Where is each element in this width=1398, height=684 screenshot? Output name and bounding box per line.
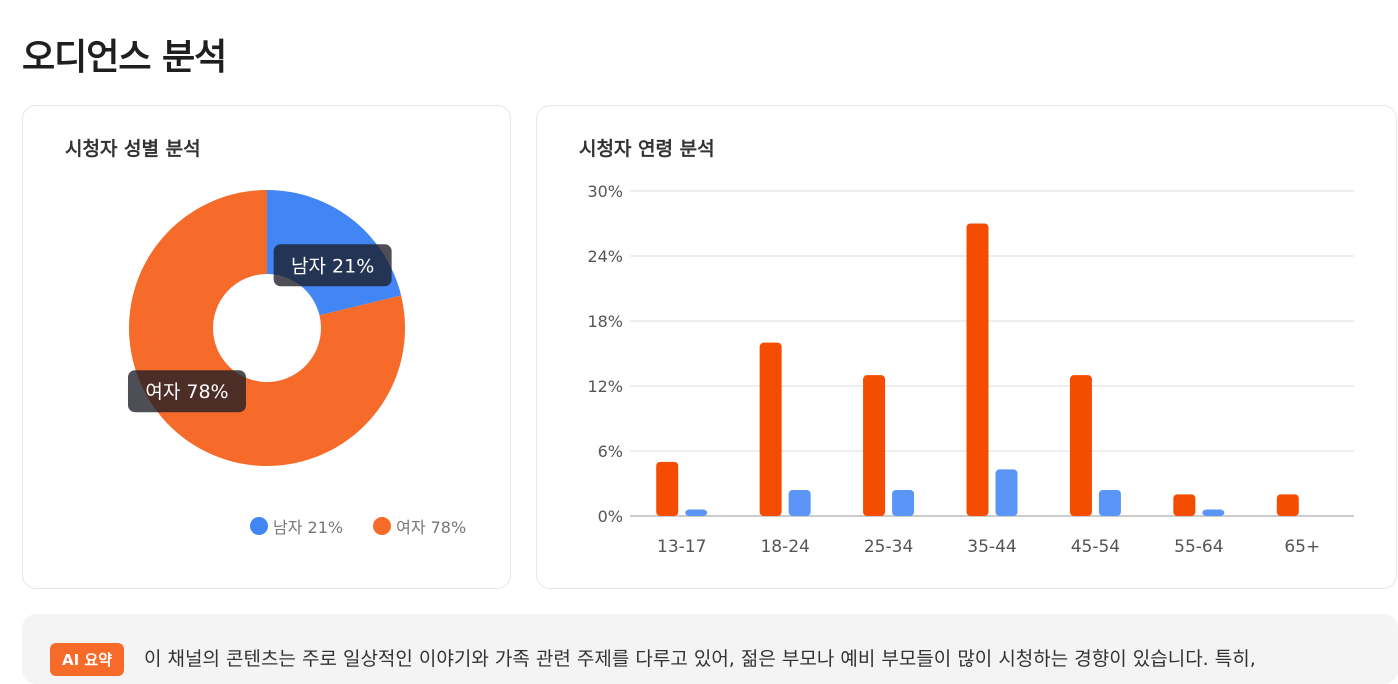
bar-45-54-s0 (1069, 375, 1092, 516)
donut-label-0: 남자 21% (291, 255, 374, 277)
legend-item-female[interactable]: 여자 78% (373, 514, 466, 538)
x-tick-label: 65+ (1284, 537, 1320, 557)
bar-65+-s0 (1276, 494, 1299, 516)
age-card-title: 시청자 연령 분석 (579, 138, 715, 160)
bar-25-34-s1 (892, 490, 915, 516)
gender-analysis-card: 시청자 성별 분석 남자 21% 여자 78% 남자 21% 여자 78% (22, 105, 511, 589)
bar-35-44-s0 (966, 223, 989, 516)
x-tick-label: 13-17 (657, 537, 706, 557)
donut-label-1: 여자 78% (145, 381, 228, 403)
gender-donut-chart: 남자 21% 여자 78% (127, 190, 405, 467)
y-tick-label: 18% (587, 312, 623, 331)
legend-label-female: 여자 78% (396, 518, 467, 537)
donut-label-bg-0 (273, 244, 392, 287)
ai-summary-badge: AI 요약 (50, 643, 125, 676)
bar-13-17-s1 (685, 509, 708, 516)
y-tick-label: 0% (598, 507, 623, 526)
bar-18-24-s1 (788, 490, 811, 516)
donut-label-bg-1 (127, 370, 246, 413)
y-tick-label: 6% (598, 442, 623, 461)
legend-dot-male (250, 517, 268, 535)
age-bar-chart: 0% 6% 12% 18% 24% 30% 13-17 18-24 25-34 35-44 45-5… (587, 182, 1354, 557)
bar-25-34-s0 (863, 375, 886, 516)
age-analysis-card: 시청자 연령 분석 0% 6% 12% 18% 24% 30% 13-17 18-24 25-3… (536, 105, 1397, 589)
page-title: 오디언스 분석 (22, 37, 227, 78)
x-tick-label: 25-34 (864, 537, 913, 557)
x-tick-label: 55-64 (1174, 537, 1223, 557)
y-tick-label: 24% (587, 247, 623, 266)
legend-label-male: 남자 21% (273, 518, 344, 537)
x-tick-label: 18-24 (760, 537, 809, 557)
y-tick-label: 30% (587, 182, 623, 201)
x-tick-label: 35-44 (967, 537, 1016, 557)
bar-18-24-s0 (759, 342, 782, 516)
x-tick-label: 45-54 (1071, 537, 1120, 557)
legend-dot-female (373, 517, 392, 535)
bar-13-17-s0 (656, 461, 679, 516)
ai-summary-text: 이 채널의 콘텐츠는 주로 일상적인 이야기와 가족 관련 주제를 다루고 있어… (144, 648, 1256, 670)
bar-35-44-s1 (995, 469, 1018, 516)
bar-55-64-s1 (1202, 509, 1225, 516)
legend-item-male[interactable]: 남자 21% (250, 514, 343, 538)
y-tick-label: 12% (587, 377, 623, 396)
bar-55-64-s0 (1173, 494, 1196, 516)
ai-summary-panel: AI 요약 이 채널의 콘텐츠는 주로 일상적인 이야기와 가족 관련 주제를 … (22, 614, 1398, 684)
gender-card-title: 시청자 성별 분석 (65, 138, 201, 160)
bar-45-54-s1 (1098, 490, 1121, 516)
gender-legend: 남자 21% 여자 78% (250, 514, 466, 538)
